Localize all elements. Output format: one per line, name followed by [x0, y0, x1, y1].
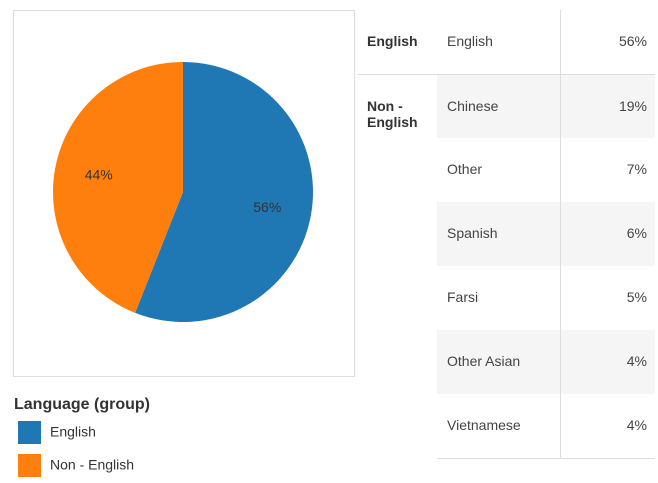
language-cell: Spanish: [437, 202, 560, 266]
value-cell: 7%: [559, 138, 655, 202]
pie-slice: [52, 61, 183, 313]
table-row: Farsi 5%: [357, 266, 655, 330]
value-cell: 5%: [559, 266, 655, 330]
table-row: Spanish 6%: [357, 202, 655, 266]
legend-label: Non - English: [50, 457, 134, 473]
table-row: Other 7%: [357, 138, 655, 202]
slice-label: 44%: [85, 167, 113, 183]
table-row: Non - English Chinese 19%: [357, 74, 655, 138]
value-cell: 19%: [559, 74, 655, 138]
value-cell: 56%: [559, 10, 655, 75]
value-cell: 4%: [559, 394, 655, 459]
group-cell: English: [357, 10, 437, 75]
table: English English 56% Non - English Chinese 19%…: [357, 10, 655, 459]
legend-label: English: [50, 424, 96, 440]
table-row: English English 56%: [357, 10, 655, 75]
language-cell: Farsi: [447, 289, 479, 305]
legend-swatch: [18, 454, 41, 477]
group-cell: Non - English: [367, 97, 418, 130]
language-cell: Other: [447, 161, 483, 177]
language-cell: Chinese: [437, 74, 560, 138]
table-row: Other Asian 4%: [357, 330, 655, 394]
pie-slice: [135, 62, 313, 322]
chart: Language (group) 56% 44% English Non - Engl…: [13, 10, 355, 477]
legend-swatch: [18, 421, 41, 444]
language-cell: English: [437, 10, 560, 75]
value-cell: 6%: [559, 202, 655, 266]
slice-label: 56%: [253, 199, 281, 215]
legend-title: Language (group): [14, 396, 150, 413]
table-row: Vietnamese 4%: [357, 394, 655, 459]
language-cell: Vietnamese: [437, 394, 560, 459]
language-cell: Other Asian: [437, 330, 560, 394]
value-cell: 4%: [559, 330, 655, 394]
